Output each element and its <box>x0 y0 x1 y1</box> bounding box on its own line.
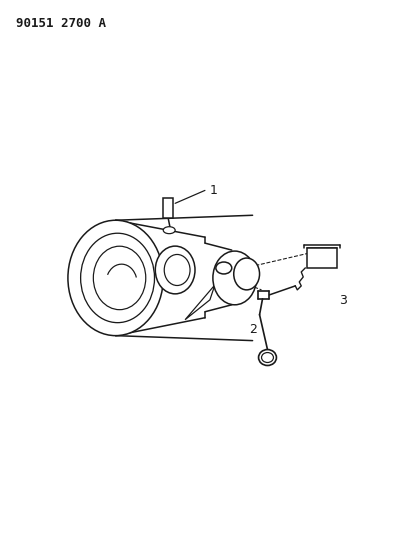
Text: 2: 2 <box>250 323 257 336</box>
Ellipse shape <box>164 254 190 286</box>
Ellipse shape <box>259 350 276 366</box>
Bar <box>163 198 173 218</box>
Ellipse shape <box>163 227 175 233</box>
Ellipse shape <box>234 258 259 290</box>
Text: 3: 3 <box>339 294 347 308</box>
Ellipse shape <box>81 233 154 322</box>
Text: 1: 1 <box>210 184 218 197</box>
Ellipse shape <box>68 220 163 336</box>
Polygon shape <box>185 285 215 320</box>
Ellipse shape <box>93 246 146 310</box>
Bar <box>307 248 337 268</box>
Text: 90151 2700 A: 90151 2700 A <box>16 17 106 30</box>
Ellipse shape <box>261 352 274 362</box>
Ellipse shape <box>213 251 257 305</box>
Ellipse shape <box>155 246 195 294</box>
Ellipse shape <box>216 262 232 274</box>
